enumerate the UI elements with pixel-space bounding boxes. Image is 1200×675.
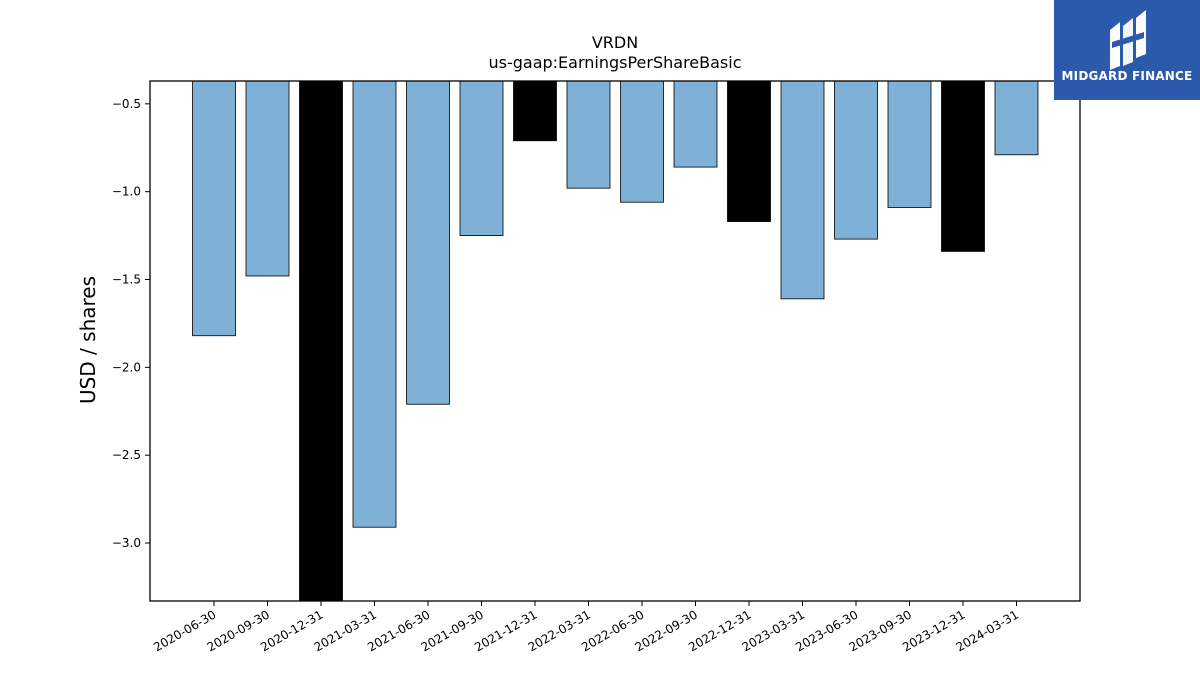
- bar-2022-12-31: [727, 80, 771, 222]
- chart-title: VRDN: [592, 33, 638, 52]
- bar-2022-03-31: [566, 80, 611, 189]
- y-ticks-group: −0.5 −1.0 −1.5 −2.0 −2.5 −3.0: [112, 97, 150, 550]
- y-tick-label: −2.5: [112, 448, 141, 462]
- bar-2020-09-30: [245, 80, 290, 277]
- y-tick-label: −2.0: [112, 360, 141, 374]
- logo-text: MIDGARD FINANCE: [1061, 69, 1193, 83]
- bar-2023-09-30: [887, 80, 932, 208]
- bar-2020-12-31: [299, 80, 343, 602]
- bar-2023-03-31: [780, 80, 825, 300]
- bar-2021-12-31: [513, 80, 557, 142]
- x-ticks-group: 2020-06-302020-09-302020-12-312021-03-31…: [151, 601, 1021, 654]
- plot-frame: [149, 80, 1081, 602]
- y-tick-label: −1.0: [112, 185, 141, 199]
- y-tick-label: −1.5: [112, 273, 141, 287]
- bar-2023-06-30: [834, 80, 878, 240]
- midgard-logo-icon: [1110, 10, 1146, 70]
- y-tick-label: −3.0: [112, 536, 141, 550]
- bars-group: [192, 80, 1039, 602]
- bar-2020-06-30: [192, 80, 236, 337]
- bar-2022-09-30: [673, 80, 718, 168]
- bar-2022-06-30: [620, 80, 664, 203]
- midgard-finance-logo: MIDGARD FINANCE: [1054, 0, 1200, 100]
- y-tick-label: −0.5: [112, 97, 141, 111]
- bar-2021-06-30: [406, 80, 450, 405]
- bar-2024-03-31: [994, 80, 1039, 156]
- y-axis-label: USD / shares: [76, 276, 100, 404]
- bar-2021-09-30: [459, 80, 504, 236]
- chart-subtitle: us-gaap:EarningsPerShareBasic: [488, 53, 741, 72]
- bar-2023-12-31: [941, 80, 985, 252]
- bar-2021-03-31: [352, 80, 397, 528]
